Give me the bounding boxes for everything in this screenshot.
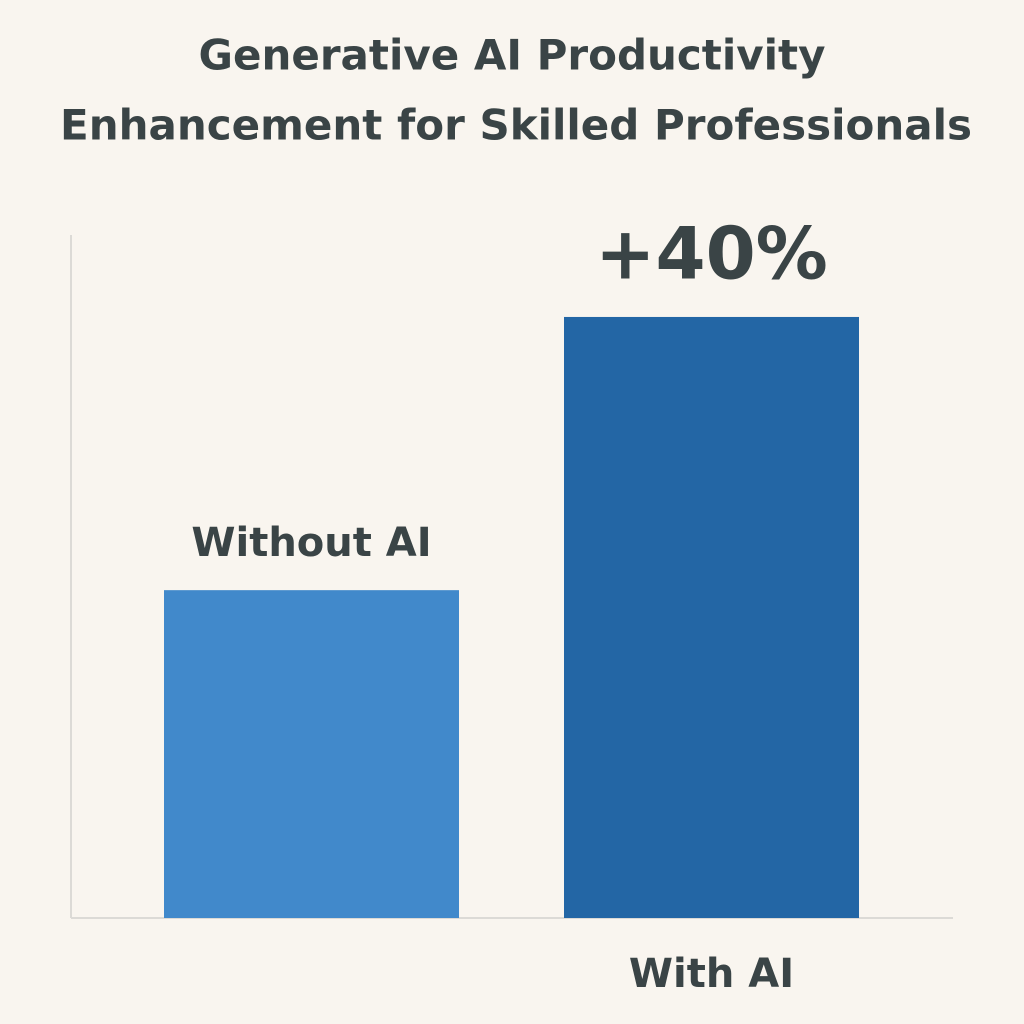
- category-label: Without AI: [191, 520, 431, 566]
- annotation: +40%: [595, 211, 828, 295]
- bar: [164, 590, 459, 918]
- bar: [564, 316, 859, 919]
- chart-title: Generative AI Productivity: [198, 31, 825, 80]
- category-label: With AI: [629, 951, 794, 997]
- chart-title: Enhancement for Skilled Professionals: [60, 101, 972, 150]
